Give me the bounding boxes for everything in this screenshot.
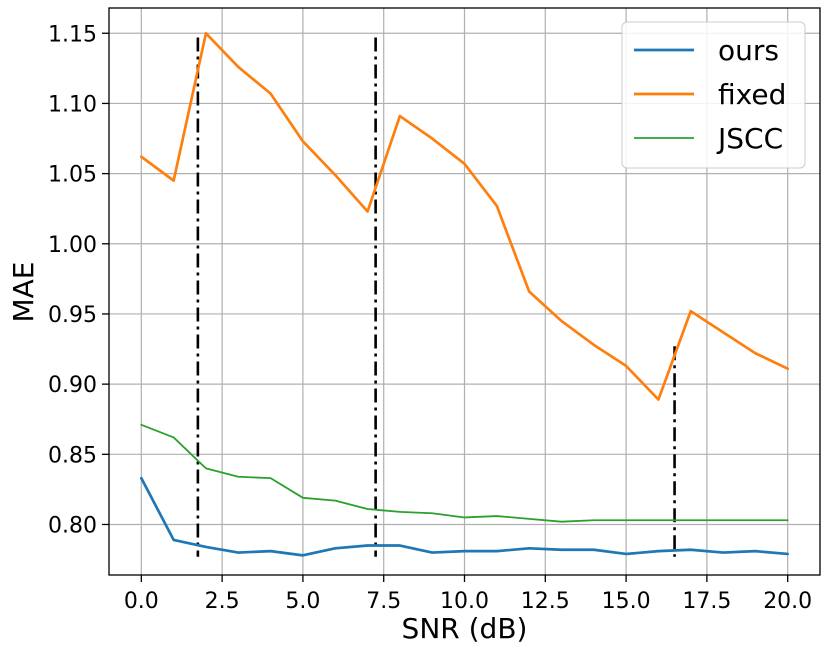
y-tick-label: 0.80 (48, 513, 97, 538)
x-tick-label: 20.0 (763, 589, 812, 614)
series-lines (139, 31, 790, 557)
x-tick-label: 17.5 (682, 589, 731, 614)
y-tick-label: 0.85 (48, 443, 97, 468)
x-tick-label: 10.0 (440, 589, 489, 614)
x-tick-label: 2.5 (205, 589, 240, 614)
legend: ours fixed JSCC (621, 21, 806, 169)
y-axis-label: MAE (7, 261, 40, 322)
legend-label-jscc: JSCC (716, 122, 783, 155)
legend-box (621, 21, 806, 169)
series-line-ours (139, 476, 790, 557)
x-axis-label: SNR (dB) (402, 612, 528, 645)
x-axis-ticks: 0.0 2.5 5.0 7.5 10.0 12.5 15.0 17.5 20.0 (124, 575, 812, 614)
y-tick-label: 0.90 (48, 373, 97, 398)
y-axis-ticks: 0.80 0.85 0.90 0.95 1.00 1.05 1.10 1.15 (48, 22, 109, 538)
y-tick-label: 1.15 (48, 22, 97, 47)
x-tick-label: 12.5 (521, 589, 570, 614)
legend-label-fixed: fixed (718, 78, 786, 111)
y-tick-label: 1.10 (48, 92, 97, 117)
x-tick-label: 0.0 (124, 589, 159, 614)
vertical-markers (196, 37, 676, 557)
x-tick-label: 7.5 (366, 589, 401, 614)
y-tick-label: 1.05 (48, 163, 97, 188)
x-tick-label: 15.0 (602, 589, 651, 614)
legend-label-ours: ours (718, 34, 779, 67)
series-line-fixed (139, 31, 790, 401)
y-tick-label: 1.00 (48, 233, 97, 258)
x-tick-label: 5.0 (285, 589, 320, 614)
series-line-jscc (140, 423, 789, 523)
y-tick-label: 0.95 (48, 303, 97, 328)
